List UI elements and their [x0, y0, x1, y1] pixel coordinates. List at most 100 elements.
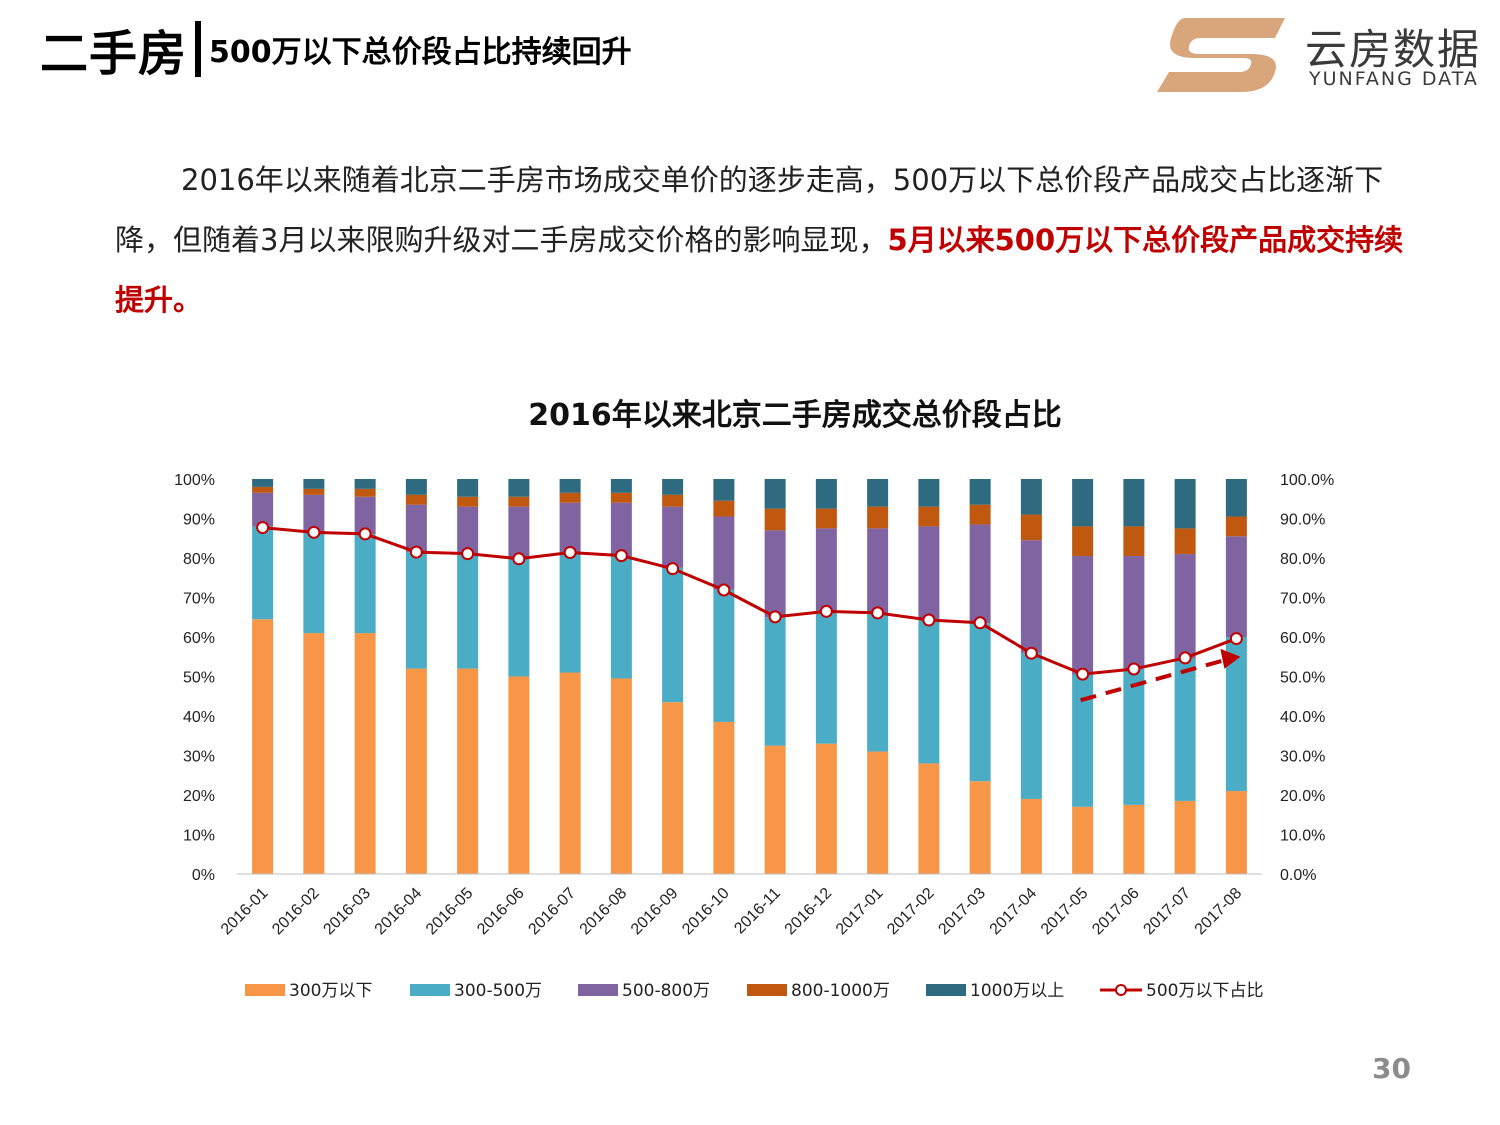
bar-segment	[1123, 668, 1145, 805]
bar-segment	[713, 589, 735, 722]
legend-swatch	[245, 984, 285, 996]
bar-segment	[252, 492, 274, 527]
bar-segment	[303, 532, 325, 634]
bar-segment	[867, 751, 889, 874]
x-tick-label: 2016-03	[320, 885, 374, 939]
bar-segment	[918, 763, 940, 874]
section-title: 二手房	[40, 26, 188, 82]
bar-segment	[559, 479, 581, 493]
bar-segment	[252, 479, 274, 487]
title-divider	[195, 21, 202, 77]
page-number: 30	[1372, 1052, 1411, 1085]
share-line-point	[922, 613, 936, 627]
share-line-point	[819, 604, 833, 618]
bar-segment	[713, 500, 735, 517]
y-left-tick-label: 90%	[183, 512, 215, 529]
bar-segment	[457, 479, 479, 497]
bar-segment	[1020, 652, 1042, 799]
x-tick-label: 2017-02	[884, 885, 938, 939]
legend-label: 500-800万	[622, 981, 710, 1001]
bar-segment	[662, 702, 684, 874]
chart-title: 2016年以来北京二手房成交总价段占比	[528, 398, 1062, 433]
bar-segment	[508, 479, 530, 497]
bar-segment	[969, 623, 991, 782]
share-line-point	[666, 562, 680, 576]
bar-segment	[610, 678, 632, 874]
legend-line-marker	[1115, 984, 1127, 996]
bar-segment	[405, 494, 427, 505]
x-tick-label: 2017-07	[1140, 885, 1194, 939]
bar-segment	[508, 676, 530, 874]
x-tick-label: 2017-01	[833, 885, 887, 939]
bar-segment	[713, 721, 735, 874]
y-right-tick-label: 100.0%	[1280, 472, 1334, 489]
y-left-tick-label: 30%	[183, 749, 215, 766]
bar-segment	[1174, 528, 1196, 555]
bar-segment	[1020, 479, 1042, 515]
bar-segment	[1225, 516, 1247, 537]
bar-segment	[508, 506, 530, 558]
legend-label: 300万以下	[289, 981, 372, 1001]
y-left-tick-label: 100%	[174, 472, 215, 489]
share-line-point	[1178, 651, 1192, 665]
trend-arrow-head-icon	[1220, 648, 1241, 669]
bar-segment	[662, 567, 684, 703]
bar-segment	[252, 486, 274, 493]
bar-segment	[1225, 791, 1247, 874]
bar-segment	[559, 492, 581, 503]
x-tick-label: 2016-01	[218, 885, 272, 939]
bar-segment	[764, 508, 786, 531]
bar-segment	[918, 619, 940, 764]
y-right-tick-label: 10.0%	[1280, 828, 1325, 845]
share-line-point	[871, 606, 885, 620]
bar-segment	[815, 479, 837, 509]
share-line	[262, 526, 1237, 676]
bar-segment	[867, 506, 889, 529]
x-tick-label: 2017-06	[1089, 885, 1143, 939]
share-line-point	[1076, 667, 1090, 681]
share-line-point	[614, 549, 628, 563]
bar-segment	[354, 633, 376, 874]
bar-segment	[1174, 658, 1196, 801]
share-line-point	[973, 616, 987, 630]
share-line-point	[512, 552, 526, 566]
bar-segment	[354, 488, 376, 497]
bar-segment	[252, 526, 274, 620]
bar-segment	[354, 496, 376, 535]
x-tick-label: 2016-09	[628, 885, 682, 939]
bar-segment	[354, 479, 376, 489]
bar-segment	[918, 526, 940, 620]
bar-segment	[303, 633, 325, 874]
bar-segment	[1225, 536, 1247, 637]
bar-segment	[610, 502, 632, 557]
bar-segment	[1020, 798, 1042, 874]
summary-highlight: 5月以来500万以下总价段产品成交持续提升。	[115, 223, 1404, 317]
bar-segment	[815, 743, 837, 874]
summary-text: 2016年以来随着北京二手房市场成交单价的逐步走高，500万以下总价段产品成交占…	[115, 163, 1384, 257]
bar-segment	[1072, 674, 1094, 807]
bar-segment	[405, 668, 427, 874]
bar-segment	[867, 613, 889, 752]
share-line-point	[358, 527, 372, 541]
share-line-point	[461, 547, 475, 561]
bar-segment	[764, 745, 786, 874]
bar-segment	[303, 494, 325, 533]
y-right-tick-label: 30.0%	[1280, 749, 1325, 766]
y-right-tick-label: 0.0%	[1280, 867, 1316, 884]
y-left-tick-label: 40%	[183, 709, 215, 726]
legend-swatch	[747, 984, 787, 996]
bar-segment	[354, 534, 376, 634]
share-line-point	[768, 610, 782, 624]
bar-segment	[867, 479, 889, 507]
x-tick-label: 2016-11	[731, 885, 784, 938]
x-tick-label: 2016-06	[474, 885, 528, 939]
x-tick-label: 2016-12	[782, 885, 836, 939]
bar-segment	[969, 524, 991, 624]
y-left-tick-label: 10%	[183, 828, 215, 845]
share-line-point	[256, 521, 270, 535]
bar-segment	[252, 619, 274, 874]
y-left-tick-label: 60%	[183, 630, 215, 647]
y-right-tick-label: 60.0%	[1280, 630, 1325, 647]
bar-segment	[713, 479, 735, 501]
page-subtitle: 500万以下总价段占比持续回升	[209, 35, 632, 70]
